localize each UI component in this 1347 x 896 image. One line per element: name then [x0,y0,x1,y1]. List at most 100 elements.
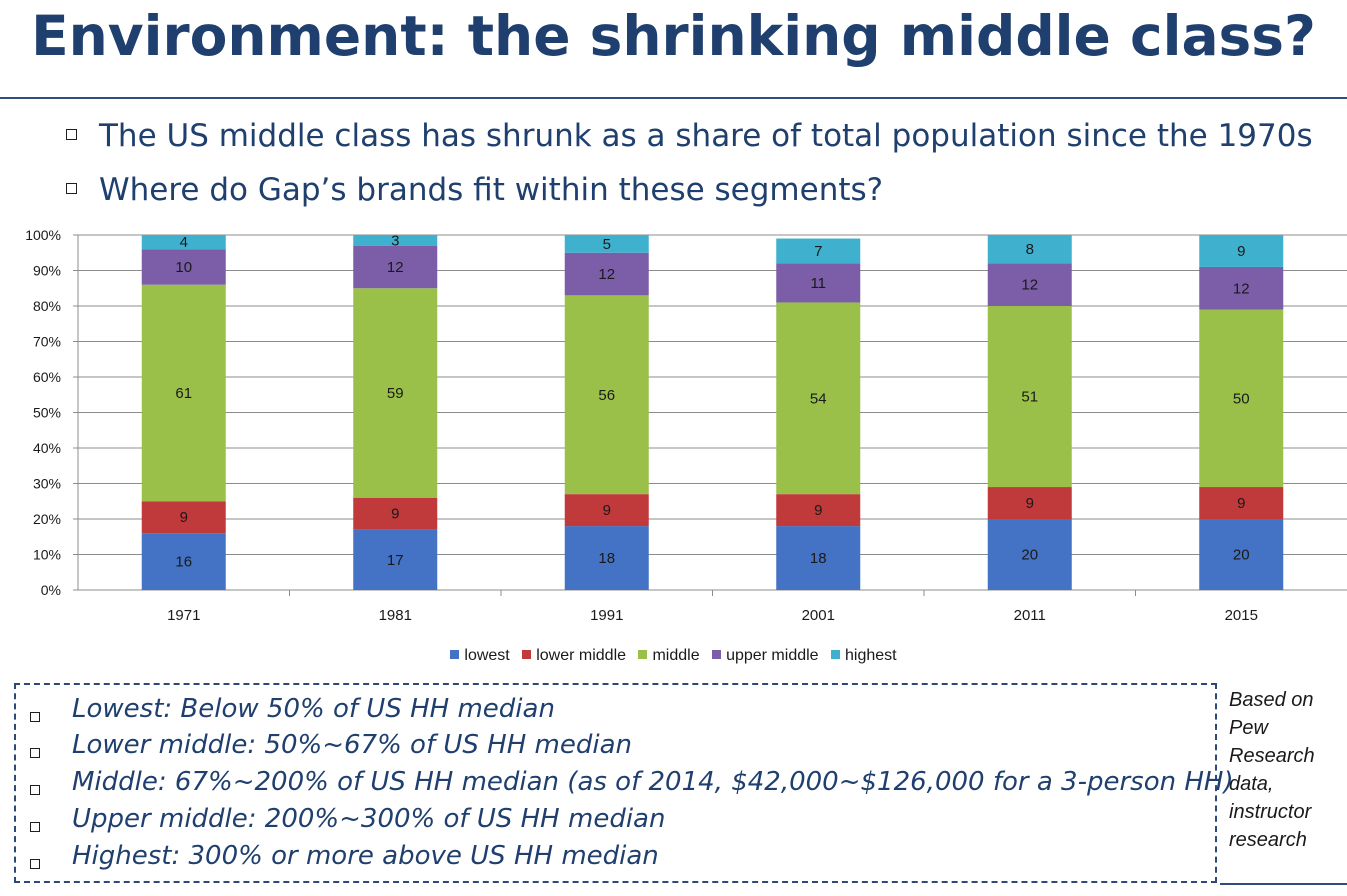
bar-lowest-1991 [564,526,649,590]
data-label: 9 [1237,495,1245,512]
source-line: Pew [1229,717,1268,739]
bar-lowest-2015 [1199,519,1284,590]
bar-highest-1981 [353,235,438,246]
x-tick-label: 2011 [1014,607,1046,624]
source-note: Based on Pew Research data, instructor r… [1229,686,1341,854]
slide-title: Environment: the shrinking middle class? [31,4,1316,68]
data-label: 12 [387,259,404,276]
legend-label-lower-middle: lower middle [536,647,627,664]
bar-lower-middle-1981 [353,497,438,530]
bar-lower-middle-1991 [564,494,649,527]
y-tick-label: 20% [33,511,61,527]
bar-middle-1981 [353,288,438,498]
y-tick-label: 80% [33,298,61,314]
square-bullet-icon [30,748,40,758]
y-tick-label: 50% [33,405,61,421]
square-bullet-icon [66,183,77,194]
bullet-2-text: Where do Gap’s brands fit within these s… [99,172,884,208]
data-label: 17 [387,552,404,569]
data-label: 61 [175,385,192,402]
data-label: 12 [1233,280,1250,297]
data-label: 54 [810,390,827,407]
data-label: 18 [598,550,615,567]
data-label: 11 [810,275,826,292]
x-tick-label: 1971 [167,607,200,624]
data-label: 18 [810,550,827,567]
data-label: 50 [1233,390,1250,407]
title-divider [0,97,1347,99]
bar-lower-middle-2001 [776,494,861,527]
legend-swatch-middle [638,650,648,660]
x-tick-label: 2015 [1225,607,1258,624]
bar-middle-2001 [776,302,861,495]
bar-upper-middle-1981 [353,245,438,289]
bottom-divider [1220,883,1347,885]
x-tick-label: 2001 [802,607,835,624]
bar-lower-middle-2015 [1199,487,1284,519]
data-label: 3 [391,232,399,249]
bar-highest-2001 [776,238,861,264]
data-label: 12 [1021,277,1038,294]
y-tick-label: 10% [33,547,61,563]
bullet-2: Where do Gap’s brands fit within these s… [66,172,883,208]
square-bullet-icon [30,859,40,869]
y-tick-label: 90% [33,263,61,279]
definition-lower-middle: Lower middle: 50%~67% of US HH median [72,730,632,760]
legend-item-upper-middle: upper middle [712,647,819,665]
definitions-box [14,683,1217,883]
y-tick-label: 0% [41,582,61,598]
bar-highest-1971 [141,235,226,250]
stacked-bar-chart: 0% 10% 20% 30% 40% 50% 60% 70% 80% 90% 100% 16 9 61 10… [25,227,1347,624]
bar-highest-2011 [987,235,1072,264]
bar-middle-2015 [1199,309,1284,488]
data-label: 9 [391,506,399,523]
legend-label-lowest: lowest [464,647,510,664]
data-label: 8 [1026,241,1034,258]
data-label: 16 [175,554,192,571]
legend-item-middle: middle [638,647,700,665]
data-label: 9 [180,509,188,526]
legend-label-highest: highest [845,647,897,664]
legend-label-upper-middle: upper middle [726,647,819,664]
bar-lowest-1981 [353,529,438,590]
x-tick-label: 1991 [590,607,623,624]
bar-middle-2011 [987,306,1072,488]
data-label: 9 [1026,495,1034,512]
legend-item-lowest: lowest [450,647,510,665]
source-line: research [1229,829,1307,851]
bar-middle-1971 [141,284,226,502]
bar-upper-middle-1971 [141,249,226,285]
legend-swatch-highest [831,650,841,660]
y-tick-label: 40% [33,440,61,456]
legend-item-highest: highest [831,647,897,665]
definition-lowest: Lowest: Below 50% of US HH median [72,694,555,724]
data-label: 56 [598,387,615,404]
source-line: Research [1229,745,1315,767]
x-tick-label: 1981 [379,607,412,624]
square-bullet-icon [66,129,77,140]
data-label: 9 [1237,243,1245,260]
bar-middle-1991 [564,295,649,495]
bar-upper-middle-2001 [776,263,861,303]
square-bullet-icon [30,785,40,795]
definition-highest: Highest: 300% or more above US HH median [72,841,659,871]
y-tick-label: 100% [25,227,61,243]
legend-swatch-lower-middle [522,650,532,660]
chart-legend: lowest lower middle middle upper middle … [0,647,1347,665]
data-label: 9 [814,502,822,519]
data-label: 5 [603,236,611,253]
bar-lowest-1971 [141,533,226,590]
bar-highest-1991 [564,235,649,253]
legend-item-lower-middle: lower middle [522,647,626,665]
definition-middle: Middle: 67%~200% of US HH median (as of … [72,767,1234,797]
legend-label-middle: middle [652,647,700,664]
bullet-1: The US middle class has shrunk as a shar… [66,118,1313,154]
data-label: 59 [387,385,404,402]
bar-lower-middle-1971 [141,501,226,534]
source-line: data, [1229,773,1274,795]
bar-highest-2015 [1199,235,1284,267]
y-tick-label: 30% [33,476,61,492]
bar-upper-middle-1991 [564,252,649,296]
bar-lowest-2011 [987,519,1072,590]
y-tick-label: 60% [33,369,61,385]
